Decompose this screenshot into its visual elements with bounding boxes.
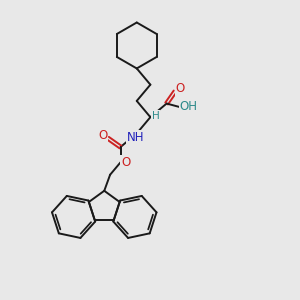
Text: H: H [152,111,159,121]
Text: NH: NH [127,131,144,144]
Text: O: O [176,82,185,95]
Text: O: O [98,129,108,142]
Text: O: O [121,156,130,169]
Text: OH: OH [179,100,197,113]
